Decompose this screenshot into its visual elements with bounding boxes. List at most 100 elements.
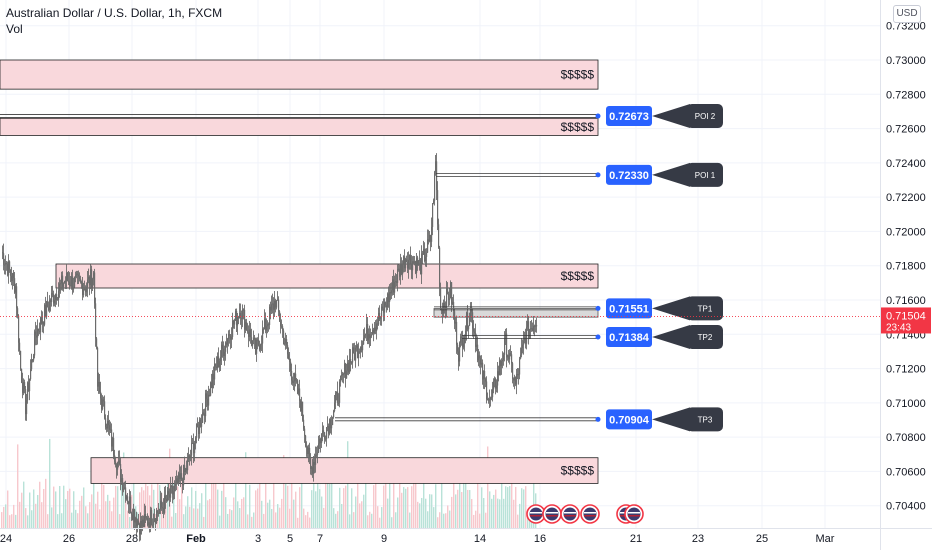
candle-body bbox=[19, 342, 21, 351]
us-flag-icon[interactable] bbox=[560, 504, 580, 524]
candle-body bbox=[52, 293, 54, 295]
volume-bar bbox=[365, 481, 367, 528]
level-value-tag[interactable] bbox=[606, 409, 652, 430]
callout-pointer bbox=[652, 104, 690, 129]
volume-bar bbox=[83, 487, 85, 528]
candle-body bbox=[502, 360, 504, 362]
candle-body bbox=[128, 502, 130, 504]
current-price-label[interactable] bbox=[881, 307, 931, 334]
candle-body bbox=[482, 362, 484, 380]
candle-body bbox=[474, 331, 476, 334]
candle-body bbox=[173, 491, 175, 495]
candle-body bbox=[476, 344, 478, 347]
volume-bar bbox=[417, 501, 419, 528]
bar-countdown: 23:43 bbox=[886, 322, 911, 333]
candle-body bbox=[415, 261, 417, 273]
candle-body bbox=[335, 393, 337, 403]
event-icons[interactable] bbox=[526, 504, 644, 524]
candle-body bbox=[285, 339, 287, 344]
gray-zone bbox=[433, 308, 599, 318]
price-axis[interactable]: 0.704000.706000.708000.710000.712000.714… bbox=[880, 0, 932, 550]
candle-body bbox=[229, 334, 231, 336]
candle-body bbox=[270, 306, 272, 311]
candle-body bbox=[146, 517, 148, 519]
candle-body bbox=[307, 447, 309, 455]
volume-bar bbox=[525, 486, 527, 528]
level-anchor-dot bbox=[595, 416, 601, 422]
time-axis[interactable]: 24 26 28 Feb 3 5 7 9 14 16 21 23 25 Mar bbox=[0, 528, 932, 546]
candle-body bbox=[387, 293, 389, 308]
volume-bar bbox=[55, 491, 57, 528]
candle-body bbox=[203, 412, 205, 414]
time-tick-label: 16 bbox=[534, 533, 546, 545]
volume-indicator-label[interactable]: Vol bbox=[6, 22, 23, 36]
volume-bar bbox=[129, 517, 131, 528]
candle-body bbox=[126, 496, 128, 500]
level-value-tag[interactable] bbox=[606, 327, 652, 348]
candle-body bbox=[398, 268, 400, 270]
candle-body bbox=[208, 394, 210, 406]
candle-body bbox=[314, 461, 316, 465]
level-callout[interactable] bbox=[687, 407, 723, 432]
level-callout[interactable] bbox=[687, 162, 723, 187]
candle-body bbox=[200, 419, 202, 427]
candle-body bbox=[232, 320, 234, 337]
candle-body bbox=[455, 321, 457, 324]
candle-body bbox=[41, 317, 43, 324]
flag-field bbox=[545, 507, 559, 521]
candle-body bbox=[523, 340, 525, 345]
candle-body bbox=[256, 339, 258, 354]
candle-body bbox=[118, 460, 120, 463]
candle-body bbox=[473, 328, 475, 332]
candle-body bbox=[262, 328, 264, 344]
volume-bar bbox=[345, 485, 347, 528]
candle-body bbox=[263, 328, 265, 330]
candle-body bbox=[514, 377, 516, 381]
level-value-tag[interactable] bbox=[606, 164, 652, 185]
volume-bar bbox=[375, 480, 377, 528]
volume-bar bbox=[319, 489, 321, 528]
candle-body bbox=[492, 389, 494, 398]
candle-body bbox=[7, 264, 9, 276]
volume-bar bbox=[453, 469, 455, 528]
volume-bar bbox=[249, 484, 251, 528]
volume-bar bbox=[295, 491, 297, 528]
volume-bar bbox=[229, 509, 231, 528]
candle-body bbox=[97, 347, 99, 387]
us-flag-icon[interactable] bbox=[624, 504, 644, 524]
level-value-tag[interactable] bbox=[606, 106, 652, 127]
volume-bar bbox=[379, 517, 381, 528]
level-callout[interactable] bbox=[687, 296, 723, 321]
candle-body bbox=[297, 380, 299, 394]
volume-bar bbox=[57, 514, 59, 528]
candle-body bbox=[346, 370, 348, 379]
volume-bar bbox=[159, 485, 161, 528]
volume-bar bbox=[11, 514, 13, 528]
candle-body bbox=[61, 275, 63, 284]
candle-body bbox=[113, 437, 115, 456]
volume-bar bbox=[499, 499, 501, 528]
level-value-tag[interactable] bbox=[606, 298, 652, 319]
volume-bar bbox=[41, 502, 43, 528]
volume-bar bbox=[141, 487, 143, 528]
volume-bar bbox=[139, 492, 141, 528]
volume-bar bbox=[233, 497, 235, 528]
candle-body bbox=[67, 272, 69, 282]
level-callout[interactable] bbox=[687, 104, 723, 129]
us-flag-icon[interactable] bbox=[580, 504, 600, 524]
candle-body bbox=[417, 257, 419, 266]
volume-bar bbox=[193, 508, 195, 528]
us-flag-icon[interactable] bbox=[542, 504, 562, 524]
currency-button[interactable]: USD bbox=[893, 5, 921, 23]
level-callout[interactable] bbox=[687, 325, 723, 350]
us-flag-icon[interactable] bbox=[526, 504, 546, 524]
volume-bar bbox=[121, 466, 123, 528]
volume-bar bbox=[1, 512, 3, 528]
candle-body bbox=[148, 522, 150, 526]
supply-demand-zones: $$$$$ $$$$$ $$$$$ $$$$$ bbox=[0, 59, 599, 484]
candle-body bbox=[430, 235, 432, 242]
volume-bar bbox=[105, 501, 107, 528]
volume-bar bbox=[479, 513, 481, 528]
candle-body bbox=[153, 521, 155, 525]
